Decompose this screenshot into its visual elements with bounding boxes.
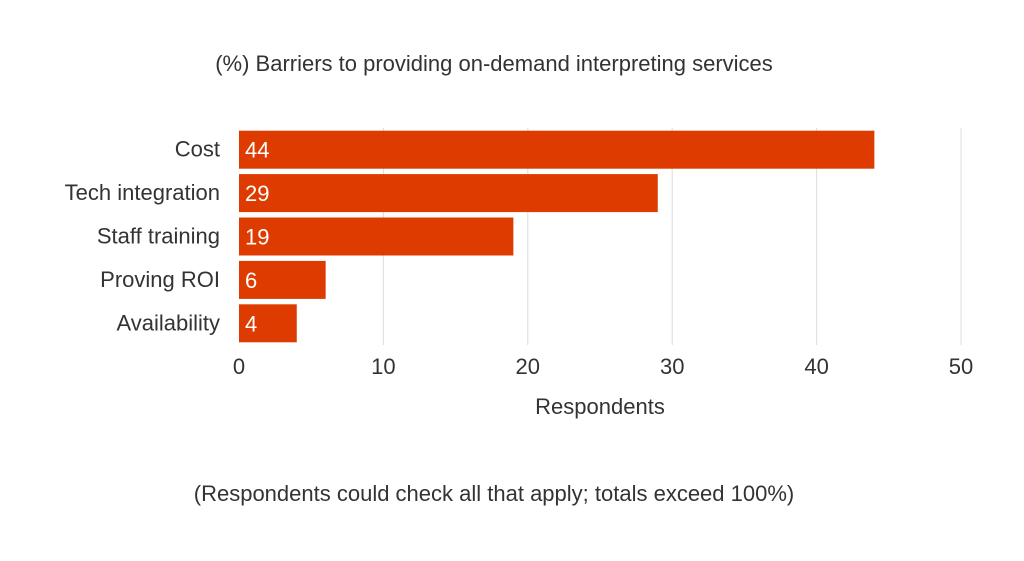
bar-value-label: 44: [245, 138, 269, 163]
category-label: Proving ROI: [100, 267, 220, 292]
bar-value-label: 19: [245, 225, 269, 250]
category-label: Staff training: [97, 224, 220, 249]
bars: 44 29 19 6 4: [239, 130, 875, 343]
bar: [239, 130, 875, 169]
chart-title: (%) Barriers to providing on-demand inte…: [215, 51, 773, 76]
x-tick-label: 10: [371, 354, 395, 379]
x-tick-label: 40: [804, 354, 828, 379]
x-axis-title: Respondents: [535, 394, 665, 419]
bar-value-label: 4: [245, 311, 257, 336]
x-tick-label: 0: [233, 354, 245, 379]
x-tick-label: 20: [516, 354, 540, 379]
chart-footnote: (Respondents could check all that apply;…: [194, 481, 794, 506]
bar: [239, 260, 326, 299]
bar: [239, 217, 514, 256]
category-label: Tech integration: [65, 180, 220, 205]
bar: [239, 304, 297, 343]
x-axis-ticks: 0 10 20 30 40 50: [233, 354, 973, 379]
category-labels: Cost Tech integration Staff training Provin…: [65, 137, 220, 336]
bar-value-label: 6: [245, 268, 257, 293]
bar-value-label: 29: [245, 181, 269, 206]
category-label: Availability: [116, 310, 220, 335]
x-tick-label: 50: [949, 354, 973, 379]
bar: [239, 174, 658, 213]
x-tick-label: 30: [660, 354, 684, 379]
category-label: Cost: [175, 137, 220, 162]
